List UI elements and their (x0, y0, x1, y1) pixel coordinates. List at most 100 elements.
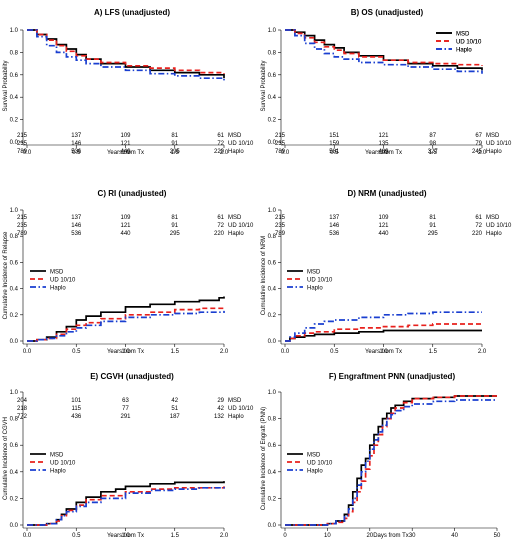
series-line-msd (285, 329, 482, 342)
risk-table: 215 151 121 87 67 MSD 235 159 135 98 79 UD 10/10 789… (275, 133, 512, 155)
x-tick-label: 0.5 (330, 150, 339, 156)
risk-table-value: 72 (475, 223, 482, 229)
legend-label: UD 10/10 (456, 40, 482, 46)
legend-label: MSD (50, 453, 64, 459)
legend-label: Haplo (307, 286, 323, 292)
risk-table-value: 51 (171, 406, 178, 412)
legend-label: MSD (307, 270, 321, 276)
x-tick-label: 0.5 (330, 349, 339, 355)
y-tick-label: 0.8 (268, 50, 277, 56)
y-axis-label: Cumulative Incidence of CGVH (3, 417, 9, 500)
legend: MSD UD 10/10 Haplo (287, 453, 333, 475)
x-axis-label: Years from Tx (365, 349, 402, 355)
risk-table-value: 72 (217, 141, 224, 147)
y-tick-label: 0.0 (268, 339, 277, 345)
risk-table-value: 132 (214, 414, 225, 420)
y-tick-label: 1.0 (10, 208, 19, 214)
risk-table-value: 436 (71, 414, 82, 420)
y-tick-label: 0.2 (268, 118, 277, 124)
legend-label: Haplo (50, 469, 66, 475)
risk-table-value: 121 (120, 141, 131, 147)
risk-table-label: UD 10/10 (228, 141, 254, 147)
y-tick-label: 1.0 (268, 28, 277, 34)
risk-table-value: 215 (275, 133, 286, 139)
x-tick-label: 1.0 (379, 349, 388, 355)
x-tick-label: 40 (451, 533, 458, 539)
risk-table-label: UD 10/10 (228, 406, 254, 412)
risk-table: 215 137 109 81 61 MSD 235 146 121 91 72 UD 10/10 789… (17, 133, 254, 155)
x-tick-label: 0.5 (72, 349, 81, 355)
legend: MSD UD 10/10 Haplo (287, 270, 333, 292)
y-tick-label: 0.6 (268, 73, 277, 79)
risk-table-value: 245 (472, 149, 483, 155)
series-line-haplo (27, 486, 225, 526)
risk-table-value: 137 (71, 133, 82, 139)
legend-label: UD 10/10 (307, 461, 333, 467)
x-tick-label: 50 (494, 533, 501, 539)
risk-table-value: 489 (378, 149, 389, 155)
chart-title: B) OS (unadjusted) (351, 8, 424, 17)
legend-label: UD 10/10 (50, 278, 76, 284)
risk-table-value: 87 (429, 133, 436, 139)
risk-table-value: 63 (122, 398, 129, 404)
x-tick-label: 0.5 (72, 150, 81, 156)
risk-table-value: 218 (17, 406, 28, 412)
y-axis-label: Cumulative Incidence of Engraft (PNN) (261, 407, 267, 510)
y-tick-label: 0.0 (10, 523, 19, 529)
legend: MSD UD 10/10 Haplo (30, 270, 76, 292)
x-axis-label: Years from Tx (107, 533, 144, 539)
risk-table-value: 440 (120, 231, 131, 237)
y-tick-label: 0.2 (10, 496, 19, 502)
legend-label: Haplo (307, 469, 323, 475)
series-line-haplo (27, 29, 225, 81)
risk-table-value: 121 (120, 223, 131, 229)
y-tick-label: 0.4 (10, 95, 19, 101)
risk-table-value: 42 (171, 398, 178, 404)
x-tick-label: 2.0 (220, 533, 229, 539)
y-axis-label: Cumulative Incidence of Relapse (3, 231, 9, 319)
series-line-ud-10-10 (285, 323, 482, 342)
y-tick-label: 0.4 (268, 287, 277, 293)
risk-table-value: 98 (429, 141, 436, 147)
risk-table-label: Haplo (228, 231, 244, 237)
series-line-ud-10-10 (285, 395, 497, 526)
y-axis-label: Survival Probability (3, 60, 9, 111)
chart-title: A) LFS (unadjusted) (94, 8, 170, 17)
risk-table-value: 772 (17, 414, 28, 420)
series-line-haplo (285, 399, 497, 526)
y-tick-label: 0.2 (268, 313, 277, 319)
x-tick-label: 2.0 (478, 349, 487, 355)
chart-title: C) RI (unadjusted) (98, 189, 167, 198)
y-tick-label: 0.8 (268, 417, 277, 423)
x-tick-label: 1.5 (171, 150, 180, 156)
risk-table-value: 61 (217, 133, 224, 139)
y-tick-label: 0.8 (268, 234, 277, 240)
risk-table-value: 109 (120, 133, 131, 139)
risk-table-value: 220 (472, 231, 483, 237)
risk-table: 215 137 109 81 61 MSD 235 146 121 91 72 UD 10/10 789… (17, 215, 254, 237)
x-tick-label: 1.5 (171, 349, 180, 355)
y-tick-label: 0.0 (10, 339, 19, 345)
x-tick-label: 1.5 (429, 349, 438, 355)
y-tick-label: 0.2 (268, 496, 277, 502)
y-tick-label: 0.6 (10, 443, 19, 449)
x-tick-label: 0.0 (23, 533, 32, 539)
y-tick-label: 1.0 (10, 390, 19, 396)
legend-label: Haplo (456, 48, 472, 54)
series-line-haplo (27, 310, 225, 342)
x-axis-label: Years from Tx (107, 349, 144, 355)
risk-table-value: 101 (71, 398, 82, 404)
legend: MSD UD 10/10 Haplo (436, 32, 482, 54)
y-tick-label: 0.6 (10, 73, 19, 79)
risk-table-label: MSD (228, 215, 242, 221)
risk-table-label: MSD (228, 133, 242, 139)
y-tick-label: 0.0 (10, 140, 19, 146)
risk-table-value: 109 (378, 215, 389, 221)
legend-label: Haplo (456, 48, 472, 54)
y-tick-label: 0.0 (268, 523, 277, 529)
risk-table-value: 121 (378, 223, 389, 229)
x-axis-label: Years from Tx (365, 150, 402, 156)
risk-table-value: 159 (329, 141, 340, 147)
series-line-msd (285, 395, 497, 526)
risk-table-value: 235 (17, 223, 28, 229)
